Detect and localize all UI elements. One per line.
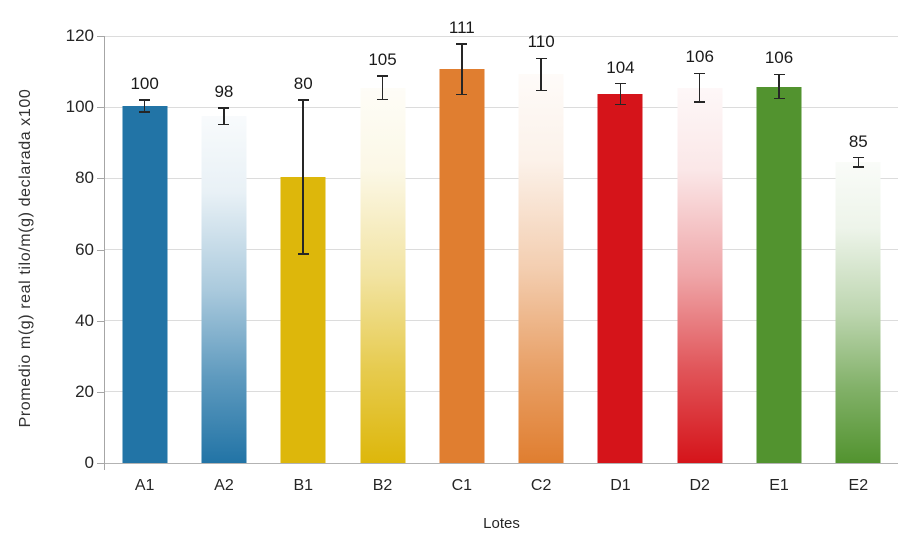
bar-group-e2: 85 E2 (819, 36, 898, 494)
bar (439, 69, 485, 463)
error-bar (302, 100, 304, 254)
y-axis-line (103, 36, 105, 470)
bar-group-b1: 80 B1 (264, 36, 343, 494)
error-bar-cap (456, 93, 468, 96)
y-tick-mark (97, 463, 104, 464)
error-bar (619, 83, 622, 105)
x-tick-label: B2 (372, 477, 393, 494)
bar-group-c1: 111 C1 (422, 18, 501, 494)
y-tick-label: 40 (75, 310, 94, 330)
gridline (105, 249, 898, 250)
x-tick-label: B1 (293, 477, 314, 494)
bar (677, 87, 723, 463)
bar-group-e1: 106 E1 (739, 36, 818, 494)
error-bar-cap (773, 73, 785, 76)
error-bar-cap (773, 97, 785, 100)
y-tick-mark (97, 178, 104, 180)
gridline (105, 177, 898, 179)
value-label: 111 (448, 17, 475, 37)
error-bar (143, 100, 146, 113)
x-axis-line (105, 462, 898, 464)
x-tick-label: D2 (689, 477, 710, 494)
bar (122, 106, 168, 463)
y-tick-label: 80 (75, 168, 94, 188)
bar-group-a1: 100 A1 (105, 36, 184, 494)
y-tick-mark (97, 391, 104, 393)
value-label: 100 (130, 74, 159, 94)
x-tick-label: C1 (451, 477, 473, 494)
bar-group-c2: 110 C2 (501, 32, 580, 494)
error-bar (223, 107, 225, 125)
y-axis-title: Promedio m(g) real tilo/m(g) declarada x… (17, 88, 34, 428)
y-tick-mark (97, 107, 104, 109)
value-label: 106 (764, 48, 794, 68)
value-label: 110 (527, 32, 555, 52)
error-bar-cap (614, 82, 626, 85)
error-bar (778, 74, 780, 99)
error-bar-cap (614, 103, 626, 106)
bar-group-b2: 105 B2 (343, 36, 422, 494)
error-bar (381, 76, 384, 100)
value-label: 104 (606, 57, 635, 77)
x-tick-label: A1 (134, 477, 155, 494)
error-bar-cap (535, 57, 547, 60)
gridline (105, 320, 898, 322)
value-label: 98 (214, 81, 234, 101)
error-bar-cap (377, 98, 389, 101)
x-tick-label: A2 (214, 477, 234, 494)
error-bar-cap (852, 166, 864, 168)
error-bar (540, 58, 542, 91)
error-bar-cap (297, 253, 309, 255)
error-bar (698, 73, 701, 102)
value-label: 105 (368, 50, 397, 70)
gridline (105, 391, 898, 393)
plot-area: 100 A1 98 A2 80 B1 105 B2 111 C1 110 C2 104 D1 106 D2 10… (105, 18, 898, 494)
bar-group-d2: 106 D2 (660, 36, 739, 494)
y-tick-mark (97, 320, 104, 322)
error-bar-cap (535, 89, 547, 92)
bar (756, 86, 802, 463)
error-bar-cap (297, 99, 309, 101)
error-bar (857, 157, 860, 167)
bar (835, 162, 881, 463)
error-bar-cap (694, 72, 706, 75)
y-tick-label: 20 (75, 381, 94, 401)
error-bar-cap (218, 123, 230, 125)
y-tick-mark (97, 36, 104, 37)
bar (518, 74, 564, 463)
error-bar-cap (456, 43, 468, 45)
bar-group-a2: 98 A2 (184, 36, 263, 494)
bar (360, 87, 406, 463)
bar (201, 116, 247, 463)
error-bar-cap (852, 156, 864, 159)
x-tick-label: D1 (610, 477, 631, 494)
gridline (105, 35, 898, 37)
x-axis-title: Lotes (483, 515, 520, 532)
x-tick-label: C2 (530, 477, 552, 494)
value-label: 106 (685, 47, 714, 67)
error-bar-cap (218, 107, 230, 109)
y-tick-label: 100 (65, 97, 94, 117)
gridline (105, 106, 898, 108)
y-tick-label: 120 (65, 26, 94, 45)
x-tick-label: E2 (848, 477, 869, 494)
error-bar-cap (139, 111, 151, 113)
bar-group-d1: 104 D1 (581, 36, 660, 494)
value-label: 80 (293, 74, 313, 94)
error-bar-cap (377, 75, 389, 77)
y-tick-mark (97, 249, 104, 251)
y-tick-label: 0 (84, 453, 94, 472)
y-tick-label: 60 (75, 239, 94, 259)
x-tick-label: E1 (769, 477, 789, 494)
value-label: 85 (848, 131, 868, 151)
bar (597, 94, 643, 463)
error-bar (461, 43, 463, 95)
error-bar-cap (139, 99, 151, 101)
error-bar-cap (694, 101, 706, 103)
bar-series: 100 A1 98 A2 80 B1 105 B2 111 C1 110 C2 104 D1 106 D2 10… (105, 18, 898, 494)
